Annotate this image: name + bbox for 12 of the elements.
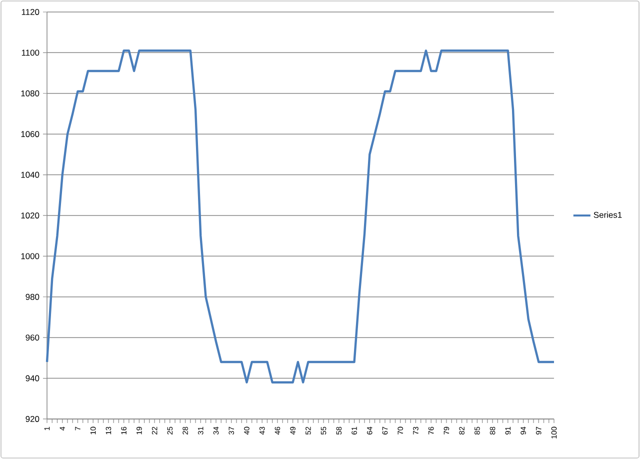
y-tick-label: 980 (26, 294, 40, 300)
y-tick-label: 920 (26, 416, 40, 422)
y-tick-label: 940 (26, 375, 40, 382)
y-tick-label: 1000 (21, 253, 40, 260)
y-tick-label: 960 (26, 334, 40, 341)
y-tick-label: 1120 (22, 8, 40, 15)
y-tick-label: 1100 (22, 50, 40, 56)
y-tick-label: 1060 (21, 131, 40, 138)
y-tick-label: 1020 (21, 212, 40, 218)
y-tick-label: 1080 (21, 90, 40, 96)
legend-label: Series1 (594, 212, 622, 218)
y-tick-label: 1040 (21, 172, 40, 178)
